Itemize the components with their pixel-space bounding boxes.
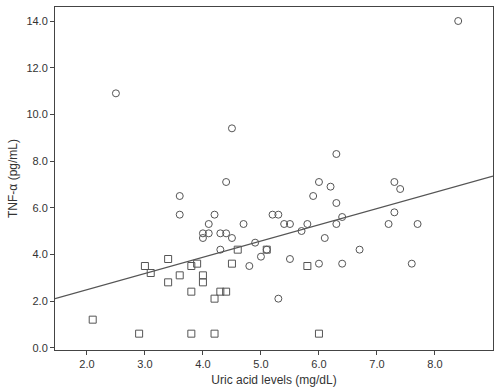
svg-text:3.0: 3.0 [137,358,152,370]
svg-text:TNF-α (pg/mL): TNF-α (pg/mL) [6,139,20,218]
svg-text:8.0: 8.0 [33,155,48,167]
svg-text:4.0: 4.0 [33,248,48,260]
svg-text:0.0: 0.0 [33,342,48,354]
svg-text:7.0: 7.0 [369,358,384,370]
svg-text:6.0: 6.0 [311,358,326,370]
svg-text:8.0: 8.0 [427,358,442,370]
svg-text:14.0: 14.0 [26,15,47,27]
svg-text:Uric acid levels (mg/dL): Uric acid levels (mg/dL) [211,373,336,387]
svg-text:10.0: 10.0 [26,108,47,120]
svg-text:6.0: 6.0 [33,202,48,214]
svg-text:12.0: 12.0 [26,62,47,74]
svg-text:2.0: 2.0 [79,358,94,370]
svg-text:4.0: 4.0 [195,358,210,370]
svg-text:5.0: 5.0 [253,358,268,370]
svg-text:2.0: 2.0 [33,295,48,307]
